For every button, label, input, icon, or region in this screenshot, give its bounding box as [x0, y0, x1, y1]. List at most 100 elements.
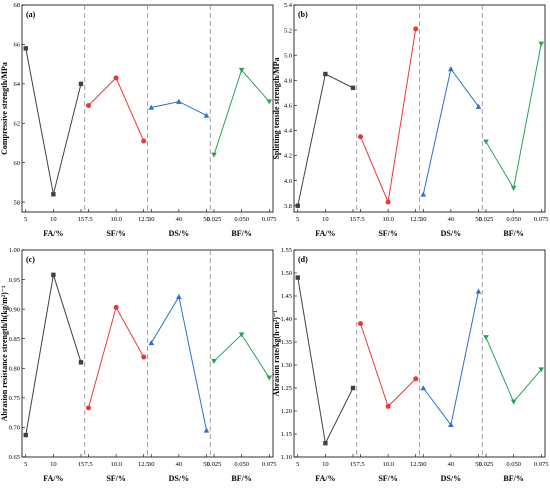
x-tick-label: 30	[148, 461, 155, 468]
x-tick-label: 40	[448, 461, 455, 468]
factor-label: DS/%	[169, 229, 189, 238]
panel-label: (c)	[26, 255, 35, 264]
x-tick-label: 10.0	[110, 461, 121, 468]
factor-label: DS/%	[441, 229, 461, 238]
x-tick-label: 10.0	[382, 461, 393, 468]
data-point	[266, 375, 273, 381]
y-tick-label: 1.40	[281, 316, 292, 323]
y-tick-label: 60	[14, 160, 21, 167]
panel-label: (b)	[298, 10, 308, 19]
y-tick-label: 4.2	[284, 153, 292, 160]
y-tick-label: 0.85	[9, 336, 20, 343]
data-point	[350, 85, 356, 90]
series-line-bf	[485, 43, 542, 190]
y-tick-label: 58	[14, 199, 21, 206]
y-tick-label: 4.4	[284, 128, 293, 135]
factor-label: FA/%	[315, 229, 335, 238]
data-point	[51, 272, 56, 278]
data-point	[86, 405, 92, 411]
data-point	[203, 112, 210, 118]
factor-label: BF/%	[231, 474, 251, 483]
data-point	[238, 332, 245, 338]
x-tick-label: 0.025	[479, 461, 494, 468]
data-point	[295, 203, 300, 208]
data-point	[238, 67, 245, 73]
factor-label: FA/%	[315, 474, 335, 483]
factor-label: DS/%	[441, 474, 461, 483]
series-line-ds	[422, 291, 479, 426]
data-point	[148, 340, 155, 346]
data-point	[113, 304, 119, 310]
panel-label: (a)	[26, 10, 36, 19]
series-line-sf	[360, 28, 417, 204]
data-point	[176, 293, 182, 299]
x-tick-label: 15	[350, 461, 357, 468]
y-axis-title: Abrasion resistance strength/h(kg/m²)⁻¹	[0, 285, 9, 421]
y-tick-label: 4.6	[284, 103, 293, 110]
x-tick-label: 15	[350, 216, 357, 223]
data-point	[510, 399, 517, 405]
y-tick-label: 5.2	[284, 27, 292, 34]
x-tick-label: 15	[78, 461, 85, 468]
data-point	[483, 139, 489, 145]
x-tick-label: 40	[448, 216, 455, 223]
data-point	[295, 275, 300, 280]
data-point	[78, 81, 84, 87]
plot-frame	[293, 249, 546, 458]
panel-b: 3.8 4.0 4.2 4.4 4.6 4.8 5.0 5.2 5.4 Splitting ten…	[272, 2, 549, 238]
x-tick-label: 12.5	[410, 216, 421, 223]
y-tick-label: 1.20	[281, 408, 292, 415]
data-point	[141, 138, 147, 144]
y-tick-label: 1.45	[281, 293, 292, 300]
x-tick-label: 30	[420, 461, 427, 468]
data-point	[413, 376, 419, 382]
x-tick-label: 7.5	[356, 461, 364, 468]
factor-label: DS/%	[169, 474, 189, 483]
x-tick-label: 0.075	[262, 461, 277, 468]
data-point	[483, 335, 489, 341]
y-tick-label: 68	[14, 2, 21, 9]
y-tick-label: 3.8	[284, 203, 292, 210]
y-tick-label: 1.30	[281, 362, 292, 369]
factor-label: BF/%	[231, 229, 251, 238]
x-tick-label: 50	[475, 216, 482, 223]
x-tick-label: 7.5	[356, 216, 364, 223]
data-point	[148, 104, 155, 110]
data-point	[113, 75, 119, 81]
data-point	[141, 354, 147, 360]
data-point	[323, 441, 328, 446]
factor-label: BF/%	[503, 229, 523, 238]
series-line-bf	[485, 337, 542, 403]
data-point	[211, 152, 217, 158]
panel-a: 58 60 62 64 66 68 Compressive strength/MPa (a) 5…	[0, 2, 277, 238]
y-tick-label: 0.95	[9, 277, 20, 284]
y-tick-label: 1.55	[281, 247, 292, 254]
data-point	[448, 66, 454, 72]
x-tick-label: 0.025	[479, 216, 494, 223]
x-tick-label: 5	[24, 461, 27, 468]
data-point	[211, 358, 217, 364]
x-tick-label: 7.5	[84, 461, 92, 468]
x-tick-label: 10.0	[110, 216, 121, 223]
data-point	[23, 46, 28, 51]
panel-d: 1.10 1.15 1.20 1.25 1.30 1.35 1.40 1.45 1.50 1.55…	[272, 247, 549, 483]
y-tick-label: 1.15	[281, 431, 292, 438]
x-tick-label: 30	[148, 216, 155, 223]
factor-label: SF/%	[106, 229, 126, 238]
y-tick-label: 5.4	[284, 2, 293, 9]
x-tick-label: 15	[78, 216, 85, 223]
x-tick-label: 0.050	[234, 216, 249, 223]
data-point	[323, 71, 328, 77]
panel-label: (d)	[298, 255, 308, 264]
data-point	[385, 199, 391, 205]
data-point	[78, 360, 84, 365]
data-point	[413, 26, 419, 32]
series-line-fa	[297, 73, 354, 206]
series-line-sf	[88, 306, 145, 409]
x-tick-label: 12.5	[138, 461, 149, 468]
y-axis-title: Abrasion rate/kg(h·m²)⁻¹	[272, 310, 281, 397]
plot-frame	[293, 4, 546, 213]
x-tick-label: 0.075	[534, 461, 549, 468]
x-tick-label: 0.025	[207, 216, 222, 223]
y-tick-label: 4.8	[284, 77, 292, 84]
